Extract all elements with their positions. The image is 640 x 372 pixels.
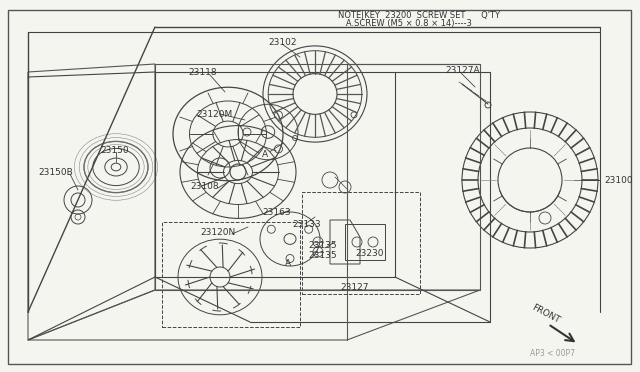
Text: 23230: 23230 <box>355 250 383 259</box>
Text: NOTE|KEY  23200  SCREW SET      Q'TY: NOTE|KEY 23200 SCREW SET Q'TY <box>338 10 500 19</box>
Text: 23108: 23108 <box>190 182 219 190</box>
Text: 23118: 23118 <box>188 67 216 77</box>
Text: 23135: 23135 <box>308 241 337 250</box>
Text: 23100: 23100 <box>604 176 632 185</box>
Text: A.SCREW (M5 × 0.8 × 14)----3: A.SCREW (M5 × 0.8 × 14)----3 <box>338 19 472 28</box>
Text: 23102: 23102 <box>268 38 296 46</box>
Text: 23127A: 23127A <box>445 65 479 74</box>
Text: A: A <box>262 150 268 158</box>
Text: 23150: 23150 <box>100 145 129 154</box>
Text: A: A <box>285 260 291 269</box>
Text: 23120M: 23120M <box>196 109 232 119</box>
FancyBboxPatch shape <box>8 10 631 364</box>
Text: 23135: 23135 <box>308 251 337 260</box>
Text: 23150B: 23150B <box>38 167 73 176</box>
Text: AP3 < 00P7: AP3 < 00P7 <box>530 350 575 359</box>
Text: 23120N: 23120N <box>200 228 236 237</box>
Text: 23127: 23127 <box>340 282 369 292</box>
Text: 23163: 23163 <box>262 208 291 217</box>
Text: 23133: 23133 <box>292 219 321 228</box>
Text: FRONT: FRONT <box>530 303 561 325</box>
